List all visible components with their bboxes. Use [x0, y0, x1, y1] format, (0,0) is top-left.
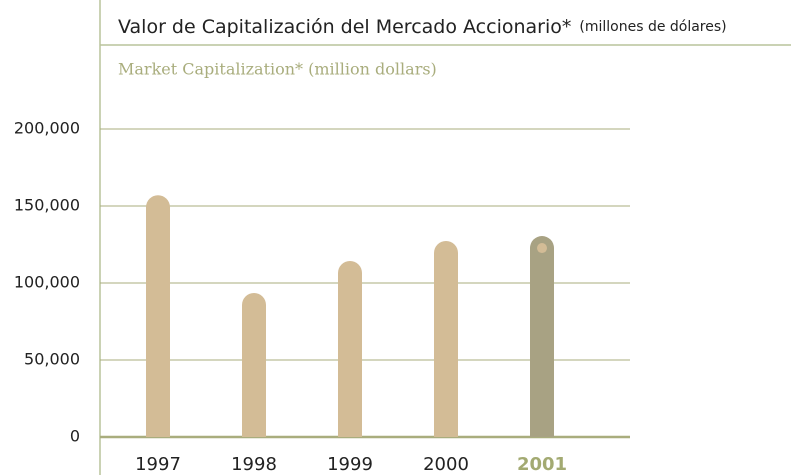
- x-tick-label: 1997: [135, 454, 181, 475]
- y-tick-label: 50,000: [24, 350, 80, 369]
- y-tick-label: 150,000: [14, 196, 80, 215]
- title-unit: (millones de dólares): [579, 19, 726, 35]
- x-tick-label: 2001: [517, 454, 567, 475]
- bar: [530, 236, 554, 437]
- highlight-dot: [537, 243, 547, 254]
- y-tick-label: 100,000: [14, 273, 80, 292]
- bar: [146, 195, 170, 437]
- bar: [242, 293, 266, 437]
- chart-title: Valor de Capitalización del Mercado Acci…: [118, 16, 727, 38]
- x-tick-label: 2000: [423, 454, 469, 475]
- y-tick-label: 0: [70, 427, 80, 446]
- bar: [338, 260, 362, 437]
- bar: [434, 240, 458, 437]
- title-main: Valor de Capitalización del Mercado Acci…: [118, 16, 571, 38]
- x-tick-label: 1998: [231, 454, 277, 475]
- chart-subtitle: Market Capitalization* (million dollars): [118, 60, 437, 79]
- y-tick-label: 200,000: [14, 119, 80, 138]
- x-tick-label: 1999: [327, 454, 373, 475]
